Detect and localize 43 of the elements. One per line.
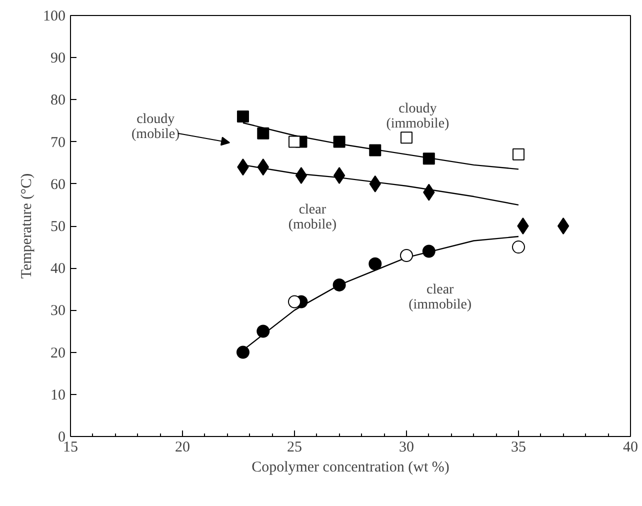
point	[368, 257, 382, 270]
y-tick-label: 40	[50, 261, 66, 278]
y-tick-label: 30	[50, 303, 66, 320]
y-tick-label: 20	[50, 345, 66, 362]
annotation: cloudy (mobile)	[132, 112, 180, 142]
x-axis-title: Copolymer concentration (wt %)	[252, 460, 450, 476]
point	[332, 278, 346, 292]
annotation: cloudy (immobile)	[386, 102, 450, 132]
point	[422, 152, 435, 165]
y-tick-label: 70	[50, 134, 66, 151]
x-tick-label: 20	[175, 440, 190, 456]
point	[400, 248, 413, 262]
point	[295, 166, 308, 184]
y-tick-label: 100	[43, 8, 66, 24]
y-tick-label: 50	[50, 219, 66, 235]
y-tick-label: 80	[50, 92, 66, 109]
x-tick-label: 25	[287, 440, 302, 456]
annotation: clear (immobile)	[408, 282, 472, 313]
y-tick-label: 60	[50, 176, 66, 193]
point	[257, 127, 270, 140]
y-tick-label: 90	[50, 50, 66, 67]
point	[369, 144, 382, 156]
annotation: clear (mobile)	[288, 202, 337, 233]
x-tick-label: 30	[399, 440, 414, 456]
point	[256, 324, 270, 338]
point	[333, 166, 346, 184]
point	[333, 136, 346, 148]
point	[400, 132, 412, 144]
point	[557, 218, 570, 234]
y-tick-label: 10	[50, 387, 66, 404]
x-tick-label: 35	[511, 440, 526, 456]
point	[236, 346, 250, 359]
x-tick-label: 15	[63, 440, 78, 456]
point	[517, 218, 529, 234]
point	[512, 240, 525, 254]
point	[288, 295, 301, 308]
y-axis-title: Temperature (°C)	[19, 173, 35, 279]
y-tick-label: 0	[58, 430, 66, 446]
x-tick-label: 40	[623, 440, 638, 456]
point	[236, 110, 249, 123]
point	[288, 136, 300, 148]
point	[512, 148, 524, 160]
point	[422, 244, 436, 258]
